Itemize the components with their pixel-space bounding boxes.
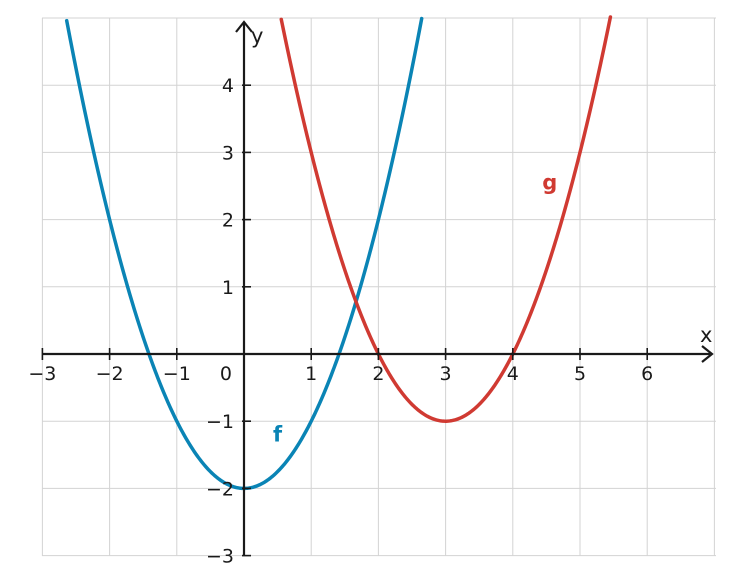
x-tick-label: 2: [372, 363, 384, 385]
ticks: −3 −2 −1 0 1 2 3 4 5 6 −3 −2 −1 1 2 3 4: [28, 75, 653, 567]
series-f-label: f: [273, 423, 283, 447]
x-axis-arrow: [701, 345, 714, 363]
x-tick-label: 4: [507, 363, 519, 385]
curves: [64, 15, 613, 491]
x-tick-label: −2: [96, 363, 124, 385]
y-tick-label: −1: [206, 411, 234, 433]
y-tick-label: 3: [222, 142, 234, 164]
y-tick-label: 2: [222, 210, 234, 232]
y-tick-label: 4: [222, 75, 234, 97]
x-tick-label: 3: [440, 363, 452, 385]
series-g-label: g: [542, 171, 557, 195]
x-tick-label: 6: [641, 363, 653, 385]
grid: [41, 17, 716, 557]
x-tick-label: −3: [28, 363, 56, 385]
x-tick-label: 1: [305, 363, 317, 385]
y-tick-label: −2: [206, 478, 234, 500]
y-tick-label: 1: [222, 277, 234, 299]
x-tick-label: −1: [163, 363, 191, 385]
y-axis-label: y: [251, 24, 263, 48]
x-tick-label: 0: [220, 363, 232, 385]
x-axis-label: x: [700, 323, 712, 347]
x-tick-label: 5: [574, 363, 586, 385]
labels: x y f g: [251, 24, 712, 447]
y-axis-arrow: [235, 20, 253, 33]
series-g-curve: [279, 15, 613, 423]
y-tick-label: −3: [206, 546, 234, 568]
axes: [42, 20, 714, 556]
